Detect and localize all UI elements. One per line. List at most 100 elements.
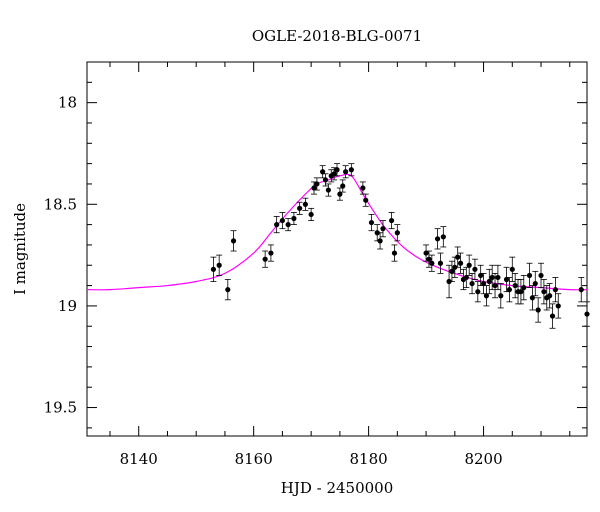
- data-point: [342, 165, 349, 179]
- data-point: [477, 264, 484, 286]
- y-tick-label: 18: [58, 94, 77, 112]
- point-marker: [279, 217, 286, 224]
- point-marker: [377, 238, 383, 244]
- point-marker: [503, 276, 510, 283]
- x-tick-label: 8180: [350, 450, 388, 468]
- point-marker: [394, 230, 400, 236]
- point-marker: [363, 197, 369, 203]
- data-point: [584, 301, 590, 327]
- data-point: [509, 256, 516, 282]
- axis-tick-labels: 8140 8160 8180 8200 18 18.5 19 19.5: [44, 94, 503, 468]
- data-point: [279, 212, 286, 230]
- data-point: [532, 270, 539, 297]
- point-marker: [538, 272, 544, 279]
- data-point: [454, 246, 461, 268]
- point-marker: [331, 171, 337, 177]
- data-point: [334, 163, 340, 177]
- data-point: [428, 254, 435, 272]
- point-marker: [429, 260, 435, 266]
- point-marker: [521, 285, 527, 291]
- data-point: [497, 283, 504, 309]
- data-point: [474, 281, 481, 303]
- point-marker: [478, 272, 484, 279]
- data-point: [466, 254, 473, 276]
- point-marker: [541, 289, 547, 295]
- point-marker: [308, 211, 314, 218]
- data-point: [348, 163, 355, 177]
- data-point: [391, 244, 398, 262]
- point-marker: [529, 295, 536, 301]
- data-point: [224, 279, 231, 301]
- data-point: [552, 277, 559, 303]
- point-marker: [225, 287, 231, 293]
- point-marker: [549, 313, 556, 319]
- data-point: [262, 250, 269, 268]
- point-marker: [380, 226, 386, 232]
- data-point: [549, 303, 556, 329]
- data-point: [486, 268, 493, 295]
- data-point: [526, 262, 533, 289]
- data-point: [434, 228, 441, 250]
- data-point: [273, 216, 280, 234]
- point-marker: [455, 254, 461, 260]
- data-point: [578, 277, 585, 303]
- point-marker: [498, 293, 504, 299]
- data-point: [512, 272, 519, 299]
- data-point: [377, 232, 384, 250]
- data-point: [368, 214, 375, 232]
- data-point: [492, 272, 499, 299]
- data-point: [290, 212, 297, 226]
- point-marker: [512, 282, 518, 289]
- data-point: [494, 264, 501, 291]
- point-marker: [285, 222, 291, 228]
- point-marker: [555, 303, 561, 309]
- point-marker: [506, 287, 513, 293]
- point-marker: [210, 266, 217, 272]
- x-tick-label: 8160: [235, 450, 273, 468]
- data-point: [520, 275, 527, 301]
- data-point: [339, 179, 346, 193]
- data-point: [319, 165, 326, 179]
- point-marker: [268, 250, 274, 256]
- data-point: [463, 266, 470, 289]
- point-marker: [426, 256, 432, 262]
- x-tick-label: 8200: [464, 450, 502, 468]
- point-marker: [552, 287, 558, 293]
- data-point: [546, 283, 553, 309]
- data-point: [540, 279, 547, 305]
- data-point: [425, 250, 432, 268]
- point-marker: [475, 289, 481, 295]
- point-marker: [440, 234, 446, 240]
- point-marker: [495, 274, 501, 281]
- point-marker: [434, 236, 441, 242]
- data-point: [285, 218, 292, 232]
- data-point: [336, 187, 343, 201]
- point-marker: [334, 167, 340, 173]
- data-point: [457, 252, 464, 274]
- point-marker: [291, 215, 297, 222]
- data-point: [440, 226, 447, 248]
- point-marker: [368, 219, 375, 226]
- data-point: [362, 193, 369, 207]
- point-marker: [388, 217, 395, 224]
- point-marker: [337, 191, 343, 197]
- data-point: [535, 297, 542, 323]
- point-marker: [302, 201, 308, 207]
- data-point: [448, 260, 455, 282]
- point-marker: [340, 183, 346, 189]
- plot-frame: [86, 61, 588, 437]
- point-marker: [314, 181, 320, 187]
- chart-title: OGLE-2018-BLG-0071: [252, 27, 422, 45]
- data-point: [471, 258, 478, 280]
- point-marker: [348, 167, 354, 173]
- data-point: [302, 197, 309, 211]
- data-point: [529, 285, 536, 311]
- point-marker: [463, 274, 469, 281]
- data-point: [311, 181, 318, 195]
- y-tick-label: 19.5: [44, 399, 77, 417]
- data-point: [230, 230, 237, 252]
- x-axis-label: HJD - 2450000: [281, 479, 394, 497]
- data-point: [210, 256, 217, 282]
- point-marker: [492, 282, 498, 289]
